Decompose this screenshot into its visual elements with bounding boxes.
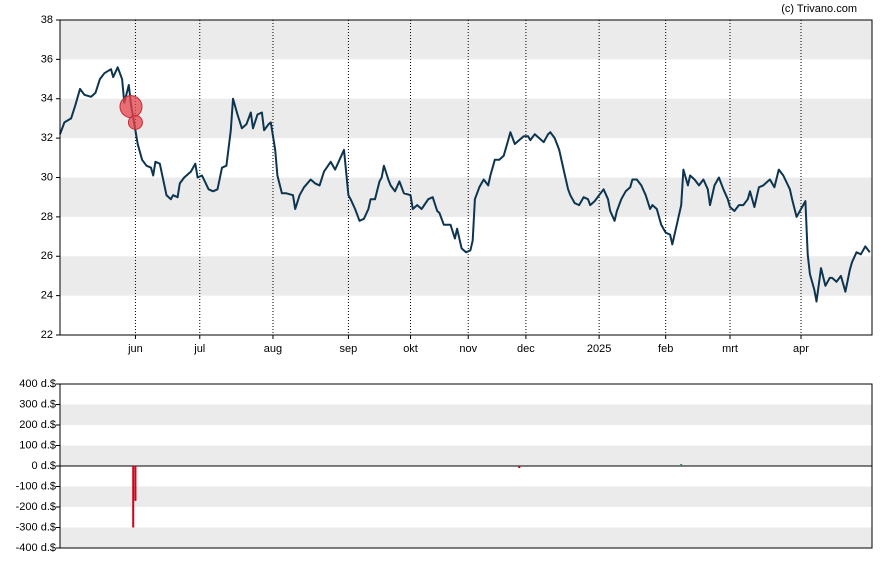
y-tick-label: 28	[41, 211, 53, 223]
band	[60, 177, 872, 217]
bar	[680, 463, 683, 466]
y-tick-label: 30	[41, 171, 53, 183]
x-tick-label: jun	[127, 343, 143, 355]
x-tick-label: nov	[459, 343, 477, 355]
x-tick-label: dec	[517, 343, 535, 355]
band	[60, 445, 872, 466]
bar	[132, 466, 135, 528]
trade-marker	[127, 114, 143, 130]
x-tick-label: feb	[658, 343, 673, 355]
band	[60, 20, 872, 60]
band	[60, 404, 872, 425]
y-tick-label: 24	[41, 290, 53, 302]
y-tick-label: 400 d.$	[19, 378, 56, 390]
x-tick-label: sep	[340, 343, 358, 355]
copyright: (c) Trivano.com	[781, 3, 857, 15]
x-tick-label: aug	[264, 343, 282, 355]
y-tick-label: 36	[41, 53, 53, 65]
x-tick-label: 2025	[587, 343, 611, 355]
y-tick-label: 200 d.$	[19, 419, 56, 431]
bar	[134, 466, 137, 501]
y-tick-label: -400 d.$	[16, 542, 56, 554]
y-tick-label: 38	[41, 14, 53, 26]
x-tick-label: mrt	[722, 343, 738, 355]
price-line	[59, 66, 871, 303]
y-tick-label: -300 d.$	[16, 521, 56, 533]
y-tick-label: 0 d.$	[32, 460, 56, 472]
y-tick-label: 32	[41, 132, 53, 144]
band	[60, 98, 872, 139]
x-tick-label: jul	[193, 343, 205, 355]
y-tick-label: 100 d.$	[19, 439, 56, 451]
y-tick-label: 300 d.$	[19, 398, 56, 410]
band	[60, 486, 872, 507]
band	[60, 527, 872, 548]
y-tick-label: -100 d.$	[16, 480, 56, 492]
frame	[59, 19, 873, 336]
bar	[518, 466, 521, 469]
band	[60, 256, 872, 296]
trade-marker	[119, 95, 143, 119]
y-tick-label: 26	[41, 250, 53, 262]
y-tick-label: 22	[41, 329, 53, 341]
y-tick-label: -200 d.$	[16, 501, 56, 513]
x-tick-label: apr	[793, 343, 809, 355]
x-tick-label: okt	[403, 343, 418, 355]
y-tick-label: 34	[41, 93, 53, 105]
frame	[59, 383, 873, 549]
